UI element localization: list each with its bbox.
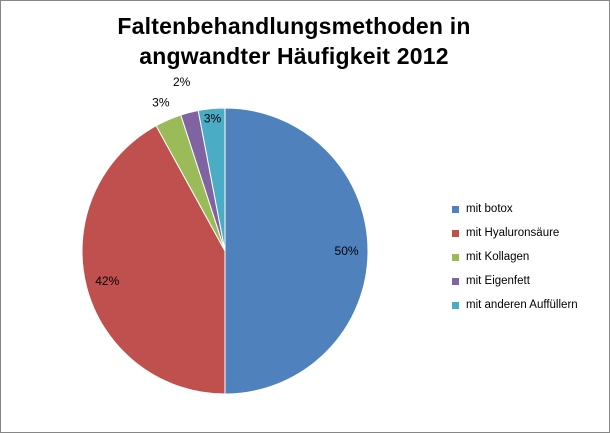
- legend-label: mit Eigenfett: [466, 275, 530, 287]
- legend-swatch: [452, 277, 459, 285]
- legend-swatch: [452, 253, 459, 261]
- legend-swatch: [452, 229, 459, 237]
- legend-item-kollagen: mit Kollagen: [452, 249, 578, 265]
- legend-item-andere: mit anderen Auffüllern: [452, 297, 578, 313]
- pie-data-labels: 50%42%3%2%3%: [95, 75, 359, 288]
- legend: mit botox mit Hyaluronsäure mit Kollagen…: [452, 201, 578, 321]
- legend-swatch: [452, 205, 459, 213]
- pie-slices: [81, 107, 369, 395]
- legend-label: mit anderen Auffüllern: [466, 299, 578, 311]
- slice-data-label-1: 50%: [335, 244, 359, 258]
- chart-title: Faltenbehandlungsmethoden in angwandter …: [1, 11, 587, 71]
- legend-swatch: [452, 301, 459, 309]
- legend-item-eigenfett: mit Eigenfett: [452, 273, 578, 289]
- legend-item-botox: mit botox: [452, 201, 578, 217]
- pie-slice-5: [197, 107, 226, 252]
- legend-label: mit botox: [466, 203, 513, 215]
- slice-data-label-5: 3%: [204, 112, 222, 126]
- pie-slice-1: [224, 107, 369, 395]
- legend-label: mit Kollagen: [466, 251, 530, 263]
- legend-label: mit Hyaluronsäure: [466, 227, 560, 239]
- slice-data-label-3: 3%: [152, 96, 170, 110]
- pie-slice-2: [81, 125, 226, 395]
- chart-title-line-1: Faltenbehandlungsmethoden in: [117, 13, 471, 39]
- chart-title-line-2: angwandter Häufigkeit 2012: [139, 43, 449, 69]
- slice-data-label-4: 2%: [173, 75, 191, 89]
- legend-item-hyaluronsaeure: mit Hyaluronsäure: [452, 225, 578, 241]
- slice-data-label-2: 42%: [95, 274, 119, 288]
